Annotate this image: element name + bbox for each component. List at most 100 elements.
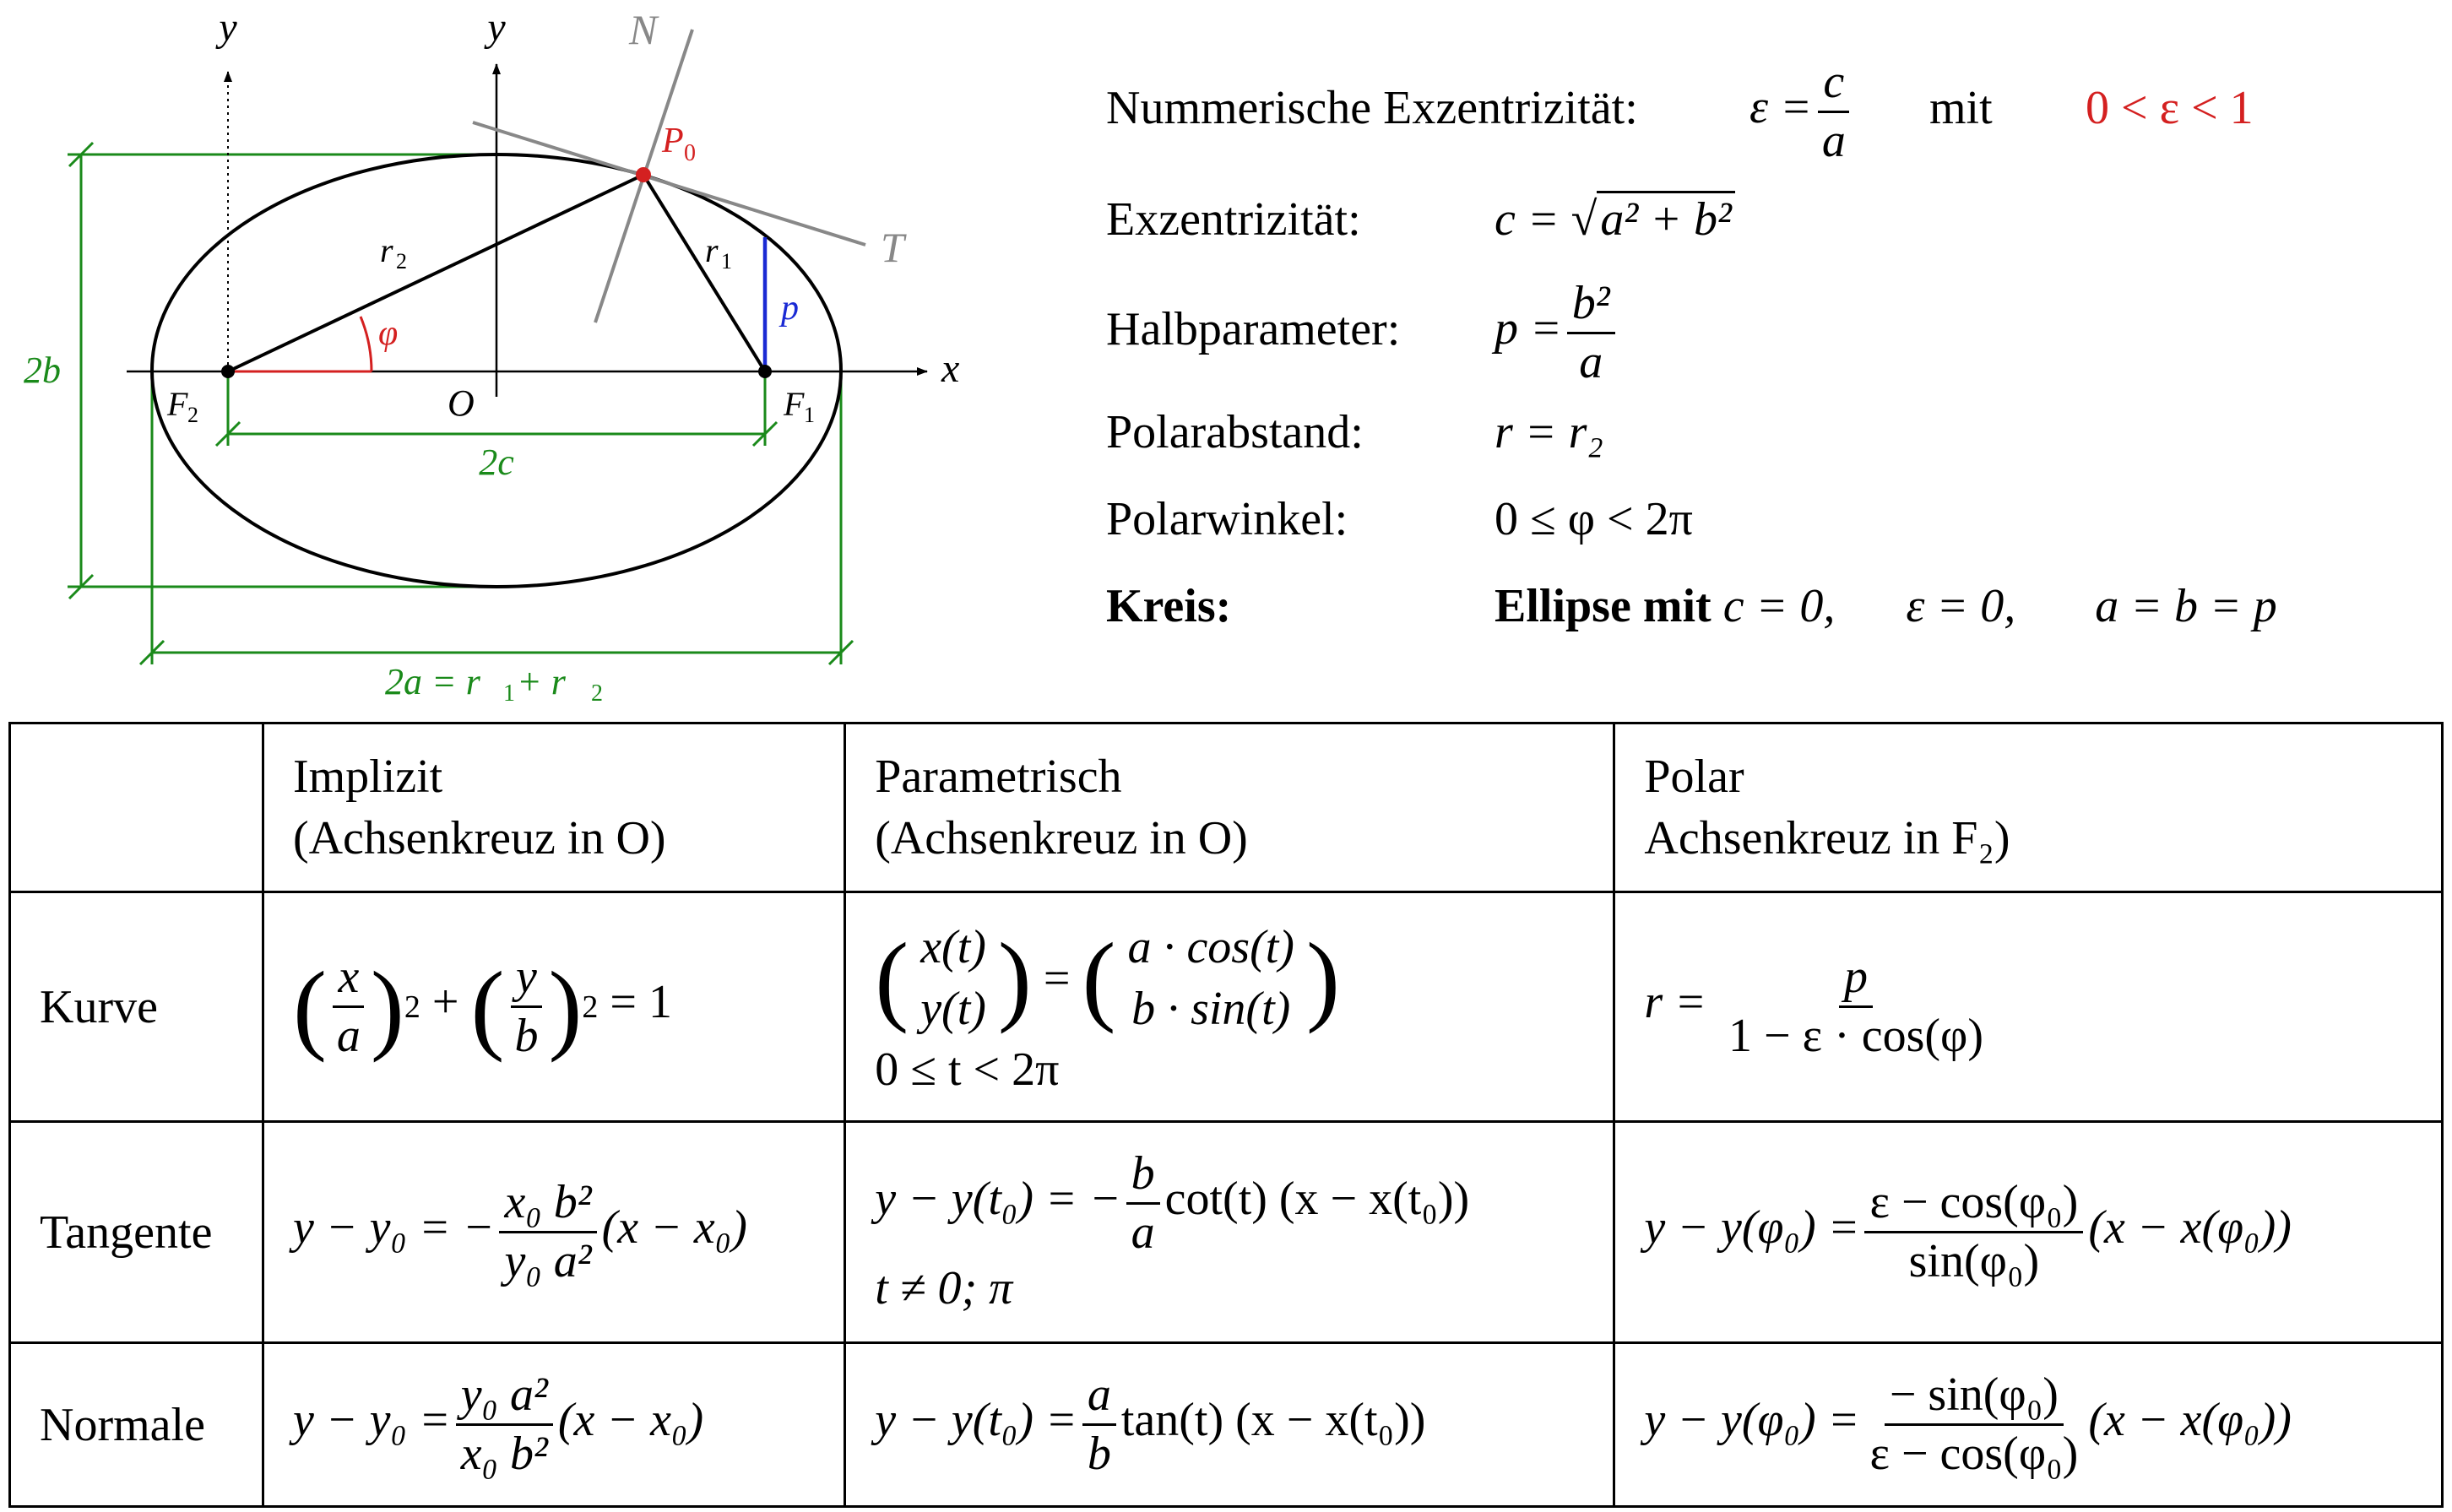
svg-text:2: 2 (396, 249, 407, 274)
b2-over-a: b² a (1566, 277, 1615, 388)
header-implicit-sub: (Achsenkreuz in O) (292, 811, 666, 864)
frac-a: a (1821, 114, 1846, 167)
tangent-polar: y − y(φ₀) = ε − cos(φ₀) sin(φ₀) (x − x(φ₀)) (1613, 1120, 2444, 1344)
ti-den: y₀ a² (504, 1235, 592, 1287)
eccentricity-formula: c = √a² + b² (1495, 191, 1735, 247)
np-rhs: tan(t) (x − x(t₀)) (1120, 1394, 1426, 1447)
equations-table: Implizit (Achsenkreuz in O) Parametrisch (… (8, 722, 2444, 1508)
tpol-num: ε − cos(φ₀) (1869, 1176, 2079, 1229)
cp-yt: y(t) (920, 982, 986, 1035)
tpol-rhs: (x − x(φ₀)) (2088, 1201, 2292, 1255)
frac-c: c (1823, 56, 1845, 108)
eccentricity-range: 0 < ε < 1 (2086, 82, 2254, 134)
ci-a: a (336, 1010, 361, 1062)
frac-a2: a (1579, 335, 1603, 388)
c-eq: c = (1495, 193, 1560, 246)
mit-label: mit (1929, 82, 1993, 134)
svg-text:2a = r: 2a = r (385, 661, 481, 702)
frac-b2: b² (1571, 277, 1610, 329)
label-r2: r 2 (380, 231, 407, 274)
label-r1: r 1 (705, 231, 732, 274)
svg-text:2: 2 (591, 680, 603, 707)
circle-ab: a = b = p (2095, 580, 2277, 632)
label-y-left: y (214, 5, 237, 50)
table-row-curve: Kurve (x a) 2 + (y b) 2 = 1 (x(t) y(t)) = (a … (8, 891, 2444, 1123)
dim-2c-tick-left (214, 420, 241, 447)
svg-text:1: 1 (721, 249, 732, 274)
radius-r1 (642, 173, 767, 373)
cpol-den: 1 − ε · cos(φ) (1728, 1010, 1983, 1062)
ellipse-diagram: y y x N T P 0 r 2 r 1 p φ 2b O F 2 F 1 2… (24, 5, 959, 707)
label-p0: P 0 (661, 122, 696, 166)
dim-2a-tick-right (827, 639, 854, 666)
svg-text:+ r: + r (517, 661, 567, 702)
eccentricity-label: Exzentrizität: (1106, 193, 1361, 246)
polar-angle-value: 0 ≤ φ < 2π (1495, 493, 1693, 545)
label-tangent: T (881, 224, 907, 271)
dimension-lines (68, 141, 854, 666)
label-f2: F 2 (166, 385, 198, 427)
tp-lhs: y − y(t₀) = − (875, 1173, 1121, 1226)
label-2a: 2a = r 1 + r 2 (385, 661, 603, 707)
circle-label: Kreis: (1106, 580, 1232, 632)
ci-eq: = 1 (610, 976, 672, 1029)
cp-range: 0 ≤ t < 2π (875, 1043, 1060, 1097)
circle-statement: Ellipse mit c = 0, ε = 0, a = b = p (1495, 579, 2277, 633)
svg-text:1: 1 (503, 680, 515, 707)
polar-angle-label: Polarwinkel: (1106, 493, 1348, 545)
header-polar-title: Polar (1644, 750, 1744, 803)
svg-text:r: r (705, 231, 719, 269)
np-num: a (1087, 1368, 1111, 1422)
label-y-center: y (483, 5, 506, 50)
tp-num: b (1131, 1147, 1155, 1200)
svg-text:P: P (661, 122, 684, 160)
normal-implicit: y − y₀ = y₀ a² x₀ b² (x − x₀) (261, 1341, 847, 1508)
ni-num: y₀ a² (460, 1368, 548, 1422)
label-2c: 2c (479, 442, 514, 483)
curve-polar: r = p 1 − ε · cos(φ) (1613, 891, 2444, 1123)
point-p0 (636, 167, 651, 182)
cp-eq: = (1043, 951, 1071, 1005)
ci-x: x (338, 951, 360, 1004)
np-den: b (1087, 1428, 1111, 1480)
tangent-line (472, 121, 866, 247)
cpol-num: p (1843, 951, 1868, 1004)
label-p: p (778, 289, 799, 328)
focus-f1-point (758, 365, 772, 378)
tp-cond: t ≠ 0; π (875, 1261, 1013, 1314)
circle-bold-text: Ellipse mit (1495, 580, 1712, 632)
ti-num: x₀ b² (504, 1176, 592, 1229)
ci-y: y (516, 951, 537, 1004)
cpol-lhs: r = (1644, 976, 1706, 1029)
label-phi: φ (378, 314, 398, 353)
ci-plus: + (431, 976, 459, 1029)
tp-den: a (1131, 1206, 1155, 1259)
header-parametric: Parametrisch (Achsenkreuz in O) (844, 722, 1616, 893)
dim-2b-tick-top (68, 141, 95, 168)
npol-num: − sin(φ₀) (1889, 1368, 2059, 1422)
radius-r2 (227, 173, 644, 373)
normal-polar: y − y(φ₀) = − sin(φ₀) ε − cos(φ₀) (x − x(φ₀… (1613, 1341, 2444, 1508)
svg-text:0: 0 (684, 140, 696, 166)
svg-text:r: r (380, 231, 393, 269)
tangent-implicit: y − y₀ = − x₀ b² y₀ a² (x − x₀) (261, 1120, 847, 1344)
npol-rhs: (x − x(φ₀)) (2088, 1394, 2292, 1447)
ci-sq2: 2 (582, 989, 599, 1025)
ti-rhs: (x − x₀) (601, 1201, 747, 1255)
cp-xt: x(t) (920, 920, 986, 973)
label-f1: F 1 (783, 385, 815, 427)
curve-parametric: (x(t) y(t)) = (a · cos(t) b · sin(t)) 0 ≤ … (844, 891, 1616, 1123)
polar-distance-label: Polarabstand: (1106, 406, 1364, 458)
np-lhs: y − y(t₀) = (875, 1394, 1077, 1447)
focus-f2-point (221, 365, 235, 378)
eps-eq: ε = (1749, 81, 1812, 134)
ti-lhs: y − y₀ = − (292, 1201, 495, 1255)
header-implicit: Implizit (Achsenkreuz in O) (261, 722, 847, 893)
tangent-parametric: y − y(t₀) = − b a cot(t) (x − x(t₀)) t ≠ 0;… (844, 1120, 1616, 1344)
table-row-tangent: Tangente y − y₀ = − x₀ b² y₀ a² (x − x₀) y … (8, 1120, 2444, 1344)
half-parameter-label: Halbparameter: (1106, 303, 1401, 355)
label-x: x (941, 346, 959, 391)
row-label-tangent: Tangente (8, 1120, 264, 1344)
phi-arc (359, 316, 373, 372)
cp-bsin: b · sin(t) (1131, 982, 1291, 1035)
